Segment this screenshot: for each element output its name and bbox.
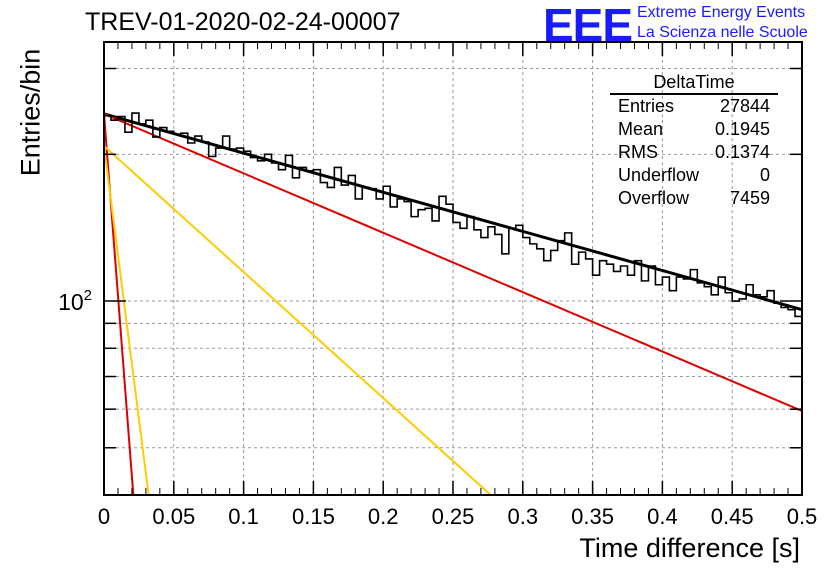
stats-value: 0.1945 [714, 119, 770, 139]
stats-row-rms: RMS 0.1374 [610, 141, 778, 164]
stats-title: DeltaTime [610, 72, 778, 95]
stats-box: DeltaTime Entries 27844 Mean 0.1945 RMS … [610, 72, 778, 210]
series-line-fast-component [103, 113, 135, 496]
x-tick-label: 0.2 [368, 504, 399, 529]
stats-row-mean: Mean 0.1945 [610, 118, 778, 141]
histogram-outline [104, 112, 802, 318]
stats-row-entries: Entries 27844 [610, 95, 778, 118]
stats-value: 0.1374 [714, 142, 770, 162]
x-tick-label: 0.45 [711, 504, 754, 529]
histogram-layer [104, 112, 802, 318]
stats-row-overflow: Overflow 7459 [610, 187, 778, 210]
logo-subtitle-line1: Extreme Energy Events [637, 4, 806, 21]
axis-ticks: 0 0.05 0.1 0.15 0.2 0.25 0.3 0.35 0.4 0.45 0.5 102 [58, 42, 817, 529]
x-tick-label: 0.35 [571, 504, 614, 529]
stats-label: Underflow [618, 165, 700, 185]
grid-lines [104, 42, 802, 496]
histogram-title: TREV-01-2020-02-24-00007 [85, 8, 401, 36]
x-axis-label: Time difference [s] [579, 533, 800, 563]
y-axis-label: Entries/bin [15, 48, 46, 177]
stats-label: Entries [618, 96, 675, 116]
stats-label: RMS [618, 142, 658, 162]
x-tick-label: 0.4 [647, 504, 678, 529]
stats-row-underflow: Underflow 0 [610, 164, 778, 187]
stats-label: Overflow [618, 188, 690, 208]
logo-subtitle-line2: La Scienza nelle Scuole [637, 24, 808, 41]
x-tick-label: 0.15 [292, 504, 335, 529]
x-tick-label: 0.25 [432, 504, 475, 529]
series-line-slow-component [103, 113, 803, 412]
stats-value: 0 [759, 165, 770, 185]
x-tick-label: 0 [98, 504, 110, 529]
y-tick-label: 102 [58, 287, 92, 315]
series-line-fast-component-2 [103, 145, 150, 496]
series-line-medium-component [103, 145, 492, 496]
stats-label: Mean [618, 119, 664, 139]
eee-logo: EEE [543, 0, 633, 51]
x-tick-label: 0.3 [508, 504, 539, 529]
x-tick-label: 0.1 [228, 504, 259, 529]
x-tick-label: 0.5 [787, 504, 818, 529]
stats-value: 27844 [719, 96, 770, 116]
x-tick-label: 0.05 [152, 504, 195, 529]
stats-value: 7459 [729, 188, 770, 208]
